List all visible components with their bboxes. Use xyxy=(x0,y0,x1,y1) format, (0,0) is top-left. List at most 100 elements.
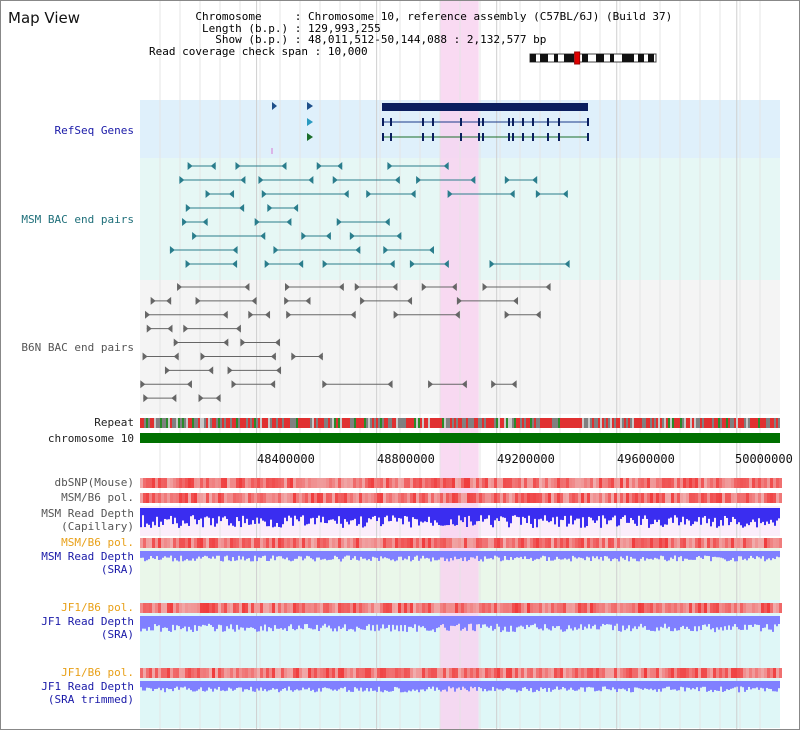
depth-bar xyxy=(668,681,670,687)
pol-cell xyxy=(611,538,614,548)
bac-end-arrow xyxy=(513,296,519,305)
repeat-segment xyxy=(336,418,338,428)
depth-bar xyxy=(212,508,214,519)
pol-cell xyxy=(245,603,248,613)
pol-cell xyxy=(281,478,284,488)
depth-bar xyxy=(224,681,226,692)
depth-bar xyxy=(466,551,468,562)
depth-bar xyxy=(728,508,730,526)
depth-bar xyxy=(194,551,196,561)
depth-bar xyxy=(760,681,762,688)
pol-cell xyxy=(536,478,539,488)
depth-bar xyxy=(710,551,712,562)
depth-bar xyxy=(670,508,672,518)
pol-cell xyxy=(779,493,782,503)
pol-cell xyxy=(623,493,626,503)
pol-cell xyxy=(515,493,518,503)
bac-end-arrow xyxy=(396,232,402,240)
depth-bar xyxy=(778,551,780,558)
depth-bar xyxy=(778,508,780,519)
depth-bar xyxy=(614,681,616,690)
pol-cell xyxy=(599,493,602,503)
track-label-refseq[interactable]: RefSeq Genes xyxy=(54,124,134,137)
depth-bar xyxy=(732,508,734,517)
depth-bar xyxy=(454,616,456,627)
pol-cell xyxy=(191,603,194,613)
pol-cell xyxy=(737,493,740,503)
pol-cell xyxy=(506,668,509,678)
pol-cell xyxy=(665,478,668,488)
depth-bar xyxy=(654,551,656,558)
depth-bar xyxy=(556,616,558,627)
pol-cell xyxy=(746,668,749,678)
repeat-segment xyxy=(148,418,150,428)
pol-cell xyxy=(752,493,755,503)
pol-cell xyxy=(590,538,593,548)
pol-cell xyxy=(605,603,608,613)
pol-cell xyxy=(164,493,167,503)
pol-cell xyxy=(602,538,605,548)
depth-bar xyxy=(682,551,684,562)
pol-cell xyxy=(584,603,587,613)
repeat-segment xyxy=(706,418,708,428)
pol-cell xyxy=(308,668,311,678)
depth-bar xyxy=(708,508,710,519)
depth-bar xyxy=(648,681,650,690)
repeat-segment xyxy=(294,418,296,428)
pol-cell xyxy=(227,538,230,548)
pol-cell xyxy=(413,603,416,613)
depth-bar xyxy=(200,681,202,688)
depth-bar xyxy=(140,508,142,528)
pol-cell xyxy=(695,538,698,548)
depth-bar xyxy=(170,551,172,556)
pol-cell xyxy=(491,603,494,613)
pol-cell xyxy=(617,668,620,678)
pol-cell xyxy=(542,538,545,548)
pol-cell xyxy=(755,478,758,488)
repeat-segment xyxy=(150,418,152,428)
pol-cell xyxy=(521,493,524,503)
pol-cell xyxy=(305,478,308,488)
pol-cell xyxy=(602,478,605,488)
depth-bar xyxy=(766,508,768,522)
depth-bar xyxy=(484,551,486,557)
depth-bar xyxy=(364,681,366,691)
repeat-segment xyxy=(448,418,450,428)
repeat-segment xyxy=(308,418,310,428)
depth-bar xyxy=(282,681,284,689)
depth-bar xyxy=(540,508,542,519)
pol-cell xyxy=(146,603,149,613)
depth-bar xyxy=(664,616,666,624)
depth-bar xyxy=(270,551,272,559)
depth-bar xyxy=(320,551,322,560)
pol-cell xyxy=(323,603,326,613)
pol-cell xyxy=(416,538,419,548)
pol-cell xyxy=(188,493,191,503)
depth-bar xyxy=(260,508,262,519)
depth-bar xyxy=(152,508,154,522)
depth-bar xyxy=(500,681,502,690)
depth-bar xyxy=(776,616,778,627)
repeat-segment xyxy=(434,418,436,428)
depth-bar xyxy=(530,551,532,558)
track-label-msm-bac[interactable]: MSM BAC end pairs xyxy=(21,213,134,226)
track-label-b6n-bac[interactable]: B6N BAC end pairs xyxy=(21,341,134,354)
depth-bar xyxy=(432,508,434,526)
pol-cell xyxy=(743,603,746,613)
repeat-segment xyxy=(572,418,574,428)
pol-cell xyxy=(155,538,158,548)
depth-bar xyxy=(428,508,430,517)
depth-bar xyxy=(280,551,282,557)
repeat-segment xyxy=(592,418,594,428)
depth-bar xyxy=(548,508,550,523)
depth-bar xyxy=(232,551,234,558)
pol-cell xyxy=(371,603,374,613)
repeat-segment xyxy=(288,418,290,428)
depth-bar xyxy=(612,616,614,631)
depth-bar xyxy=(668,551,670,561)
depth-bar xyxy=(280,681,282,691)
depth-bar xyxy=(644,551,646,561)
pol-cell xyxy=(200,493,203,503)
pol-cell xyxy=(377,668,380,678)
